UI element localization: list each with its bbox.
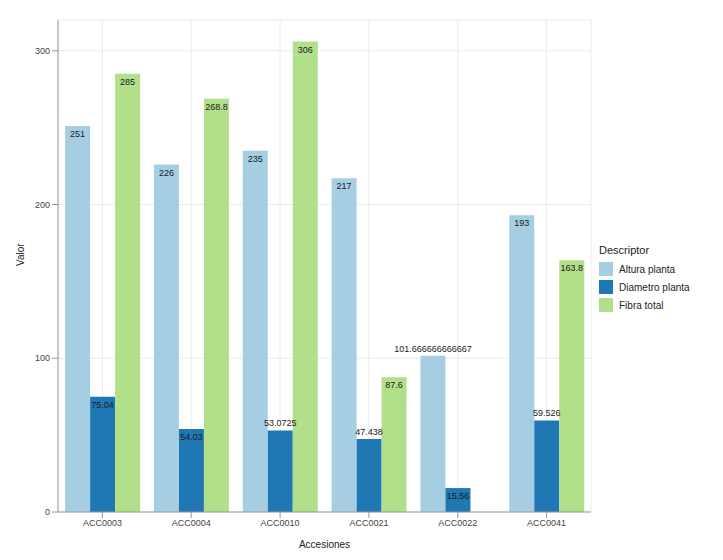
svg-text:54.03: 54.03	[180, 432, 203, 442]
svg-text:87.6: 87.6	[385, 380, 403, 390]
svg-text:285: 285	[120, 77, 135, 87]
svg-text:47.438: 47.438	[355, 427, 383, 437]
svg-text:100: 100	[35, 353, 50, 363]
svg-text:ACC0041: ACC0041	[527, 518, 566, 528]
svg-text:101.666666666667: 101.666666666667	[394, 344, 472, 354]
svg-text:268.8: 268.8	[205, 102, 228, 112]
html-text:Diametro planta: Diametro planta	[619, 281, 690, 293]
svg-text:Accesiones: Accesiones	[299, 539, 350, 550]
svg-text:306: 306	[298, 45, 313, 55]
svg-text:226: 226	[159, 168, 174, 178]
svg-text:217: 217	[337, 181, 352, 191]
svg-text:ACC0021: ACC0021	[349, 518, 388, 528]
svg-text:0: 0	[45, 507, 50, 517]
svg-text:ACC0022: ACC0022	[438, 518, 477, 528]
svg-text:200: 200	[35, 200, 50, 210]
html-text:Fibra total: Fibra total	[619, 299, 664, 311]
svg-text:251: 251	[70, 129, 85, 139]
svg-text:ACC0004: ACC0004	[172, 518, 211, 528]
svg-text:59.526: 59.526	[533, 408, 561, 418]
svg-text:53.0725: 53.0725	[264, 418, 297, 428]
svg-text:193: 193	[514, 218, 529, 228]
svg-text:300: 300	[35, 46, 50, 56]
svg-text:15.56: 15.56	[447, 491, 470, 501]
svg-text:163.8: 163.8	[561, 263, 584, 273]
svg-text:Valor: Valor	[15, 243, 26, 266]
svg-text:ACC0003: ACC0003	[83, 518, 122, 528]
svg-text:235: 235	[248, 154, 263, 164]
html-text:Altura planta: Altura planta	[619, 263, 676, 275]
svg-text:75.04: 75.04	[91, 400, 114, 410]
svg-text:ACC0010: ACC0010	[261, 518, 300, 528]
html-text:Descriptor: Descriptor	[599, 244, 650, 256]
